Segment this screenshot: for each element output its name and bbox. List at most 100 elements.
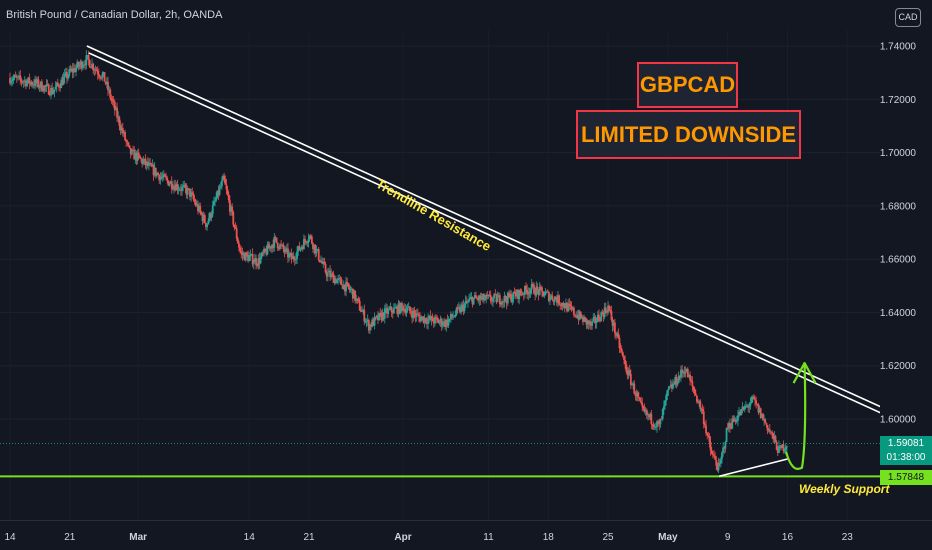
- candle-up: [668, 386, 671, 390]
- candle-body: [538, 286, 541, 295]
- candle-body: [617, 333, 620, 338]
- candle-body: [609, 309, 612, 312]
- candle-body: [58, 85, 60, 88]
- candle-body: [557, 295, 559, 303]
- candle-body: [665, 395, 668, 401]
- candle-body: [321, 261, 324, 264]
- candle-body: [619, 348, 622, 349]
- candle-down: [608, 304, 611, 312]
- candle-body: [387, 309, 390, 314]
- candle-body: [674, 377, 677, 385]
- candle-down: [413, 306, 416, 319]
- candle-body: [535, 286, 538, 296]
- candle-body: [624, 359, 627, 365]
- candle-up: [443, 317, 445, 327]
- candle-body: [177, 189, 180, 191]
- candle-body: [299, 248, 302, 251]
- candle-down: [382, 311, 385, 322]
- chart-drawings: [0, 45, 893, 478]
- candle-body: [653, 426, 656, 428]
- candle-up: [242, 251, 245, 259]
- candle-body: [268, 246, 271, 249]
- candle-body: [144, 158, 147, 166]
- candle-up: [719, 456, 722, 468]
- candle-body: [696, 395, 698, 402]
- candle-down: [715, 455, 718, 470]
- candle-body: [199, 205, 202, 212]
- candle-up: [430, 315, 433, 326]
- candle-up: [23, 76, 26, 87]
- candle-body: [375, 315, 378, 317]
- candle-down: [40, 79, 43, 92]
- candle-down: [645, 408, 648, 419]
- candle-body: [492, 298, 494, 302]
- candle-body: [389, 306, 392, 310]
- candle-down: [546, 289, 549, 293]
- candle-up: [403, 302, 406, 313]
- candle-up: [394, 303, 396, 309]
- candle-body: [567, 303, 570, 312]
- candle-up: [10, 77, 13, 87]
- candle-body: [213, 200, 215, 206]
- candle-down: [357, 296, 360, 304]
- candle-body: [252, 262, 255, 265]
- candle-up: [39, 81, 42, 92]
- candle-up: [349, 285, 352, 293]
- candle-body: [290, 253, 293, 260]
- candle-body: [542, 291, 545, 297]
- candle-down: [87, 50, 90, 66]
- candle-body: [369, 324, 371, 331]
- candle-up: [375, 314, 378, 320]
- currency-button[interactable]: CAD: [895, 8, 921, 27]
- time-axis[interactable]: 14 21 Mar 14 21 Apr 11 18 25 May 9 16 23: [0, 520, 932, 550]
- symbol-title[interactable]: British Pound / Canadian Dollar, 2h, OAN…: [6, 9, 223, 21]
- candle-body: [296, 251, 298, 259]
- candle-body: [714, 456, 717, 460]
- candle-body: [758, 408, 761, 413]
- candle-body: [263, 248, 265, 254]
- candle-body: [757, 404, 760, 413]
- candle-body: [731, 418, 734, 429]
- candle-up: [252, 259, 255, 270]
- candle-down: [489, 290, 492, 304]
- candle-body: [216, 190, 219, 198]
- candle-up: [773, 431, 776, 445]
- candle-body: [766, 424, 769, 431]
- candle-body: [666, 390, 669, 396]
- candle-body: [206, 224, 208, 228]
- candle-body: [485, 294, 488, 299]
- candle-body: [504, 295, 507, 301]
- candle-body: [254, 258, 256, 263]
- candle-down: [431, 313, 434, 322]
- candle-up: [428, 314, 431, 324]
- candle-down: [100, 77, 103, 80]
- candle-down: [705, 419, 707, 436]
- candle-down: [205, 222, 207, 230]
- candle-down: [678, 374, 681, 381]
- candle-up: [760, 413, 763, 418]
- candle-body: [611, 319, 614, 327]
- candle-body: [412, 310, 415, 318]
- candle-down: [359, 306, 362, 313]
- candle-down: [519, 288, 522, 297]
- candle-down: [494, 289, 497, 296]
- candle-body: [467, 301, 469, 303]
- candle-down: [462, 299, 465, 316]
- candle-body: [240, 251, 243, 253]
- candle-up: [34, 75, 36, 90]
- time-tick-label: 14: [4, 532, 16, 543]
- candle-body: [373, 316, 376, 326]
- candle-body: [560, 304, 563, 306]
- candle-down: [504, 294, 507, 303]
- price-axis[interactable]: 1.74000 1.72000 1.70000 1.68000 1.66000 1.640…: [880, 0, 932, 550]
- candle-body: [691, 381, 694, 387]
- candle-up: [434, 314, 436, 327]
- candle-down: [264, 248, 267, 252]
- candle-down: [599, 317, 601, 323]
- candle-body: [202, 215, 205, 222]
- candle-body: [281, 244, 284, 246]
- candle-body: [473, 295, 476, 299]
- candle-body: [83, 64, 85, 66]
- candle-body: [288, 253, 290, 258]
